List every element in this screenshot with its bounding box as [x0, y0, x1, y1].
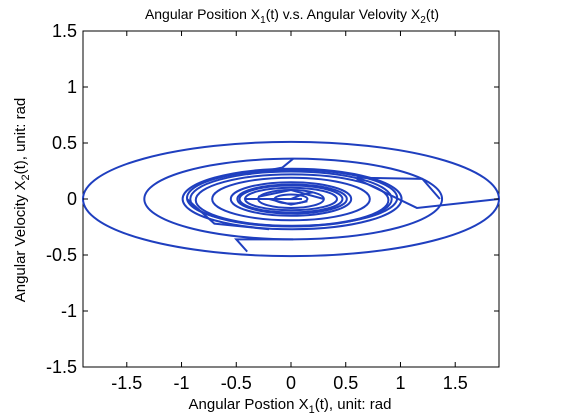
y-tick-label: 0.5	[52, 133, 77, 153]
trajectory-segment-8	[356, 177, 500, 209]
ticks-group: -1.5 -1 -0.5 0 0.5 1 1.5 1.5 1 0.5 0 -0.5 -1 -1.5	[46, 21, 499, 393]
trajectory-loop-8	[236, 183, 348, 215]
trajectory-loop-9	[238, 184, 344, 214]
trajectory-segment-2	[356, 176, 441, 200]
chart-title-part3: (t)	[426, 6, 439, 22]
trajectory-loop-7	[229, 181, 353, 217]
x-tick-label: 1	[395, 373, 405, 393]
x-tick-label: -1	[174, 373, 190, 393]
x-axis-label: Angular Postion X1(t), unit: rad	[189, 396, 392, 416]
y-tick-label: -0.5	[46, 245, 77, 265]
chart-title-part2: (t) v.s. Angular Velovity X	[266, 6, 421, 22]
trajectory-segment-7	[268, 198, 308, 206]
x-tick-label: -1.5	[111, 373, 142, 393]
chart-title-part1: Angular Position X	[145, 6, 261, 22]
trajectory-loop-2	[181, 167, 403, 231]
trajectory-segment-0	[247, 157, 294, 176]
y-tick-label: 1.5	[52, 21, 77, 41]
x-tick-label: -0.5	[221, 373, 252, 393]
trajectory-loop-6	[211, 176, 371, 222]
y-axis-label-part2: (t), unit: rad	[12, 98, 29, 175]
x-tick-label: 0.5	[333, 373, 358, 393]
y-axis-label-sub: 2	[20, 174, 32, 180]
chart-title: Angular Position X1(t) v.s. Angular Velo…	[145, 6, 439, 26]
x-axis-label-part1: Angular Postion X	[189, 396, 309, 413]
x-axis-label-sub: 1	[309, 404, 315, 416]
trajectory-segment-3	[186, 198, 270, 231]
trajectory-segment-6	[290, 191, 314, 200]
y-axis-label: Angular Velocity X2(t), unit: rad	[12, 98, 32, 303]
x-tick-label: 0	[286, 373, 296, 393]
x-tick-label: 1.5	[443, 373, 468, 393]
x-axis-label-part2: (t), unit: rad	[315, 396, 392, 413]
y-tick-label: -1.5	[46, 357, 77, 377]
y-tick-label: -1	[61, 301, 77, 321]
y-tick-label: 0	[67, 189, 77, 209]
trajectory-segment-5	[257, 189, 325, 200]
trajectory-loop-5	[194, 173, 390, 227]
chart-title-sub2: 2	[420, 15, 426, 26]
y-axis-label-part1: Angular Velocity X	[12, 181, 29, 303]
trajectory-segment-1	[234, 238, 294, 253]
y-tick-label: 1	[67, 77, 77, 97]
chart-title-sub1: 1	[260, 15, 266, 26]
